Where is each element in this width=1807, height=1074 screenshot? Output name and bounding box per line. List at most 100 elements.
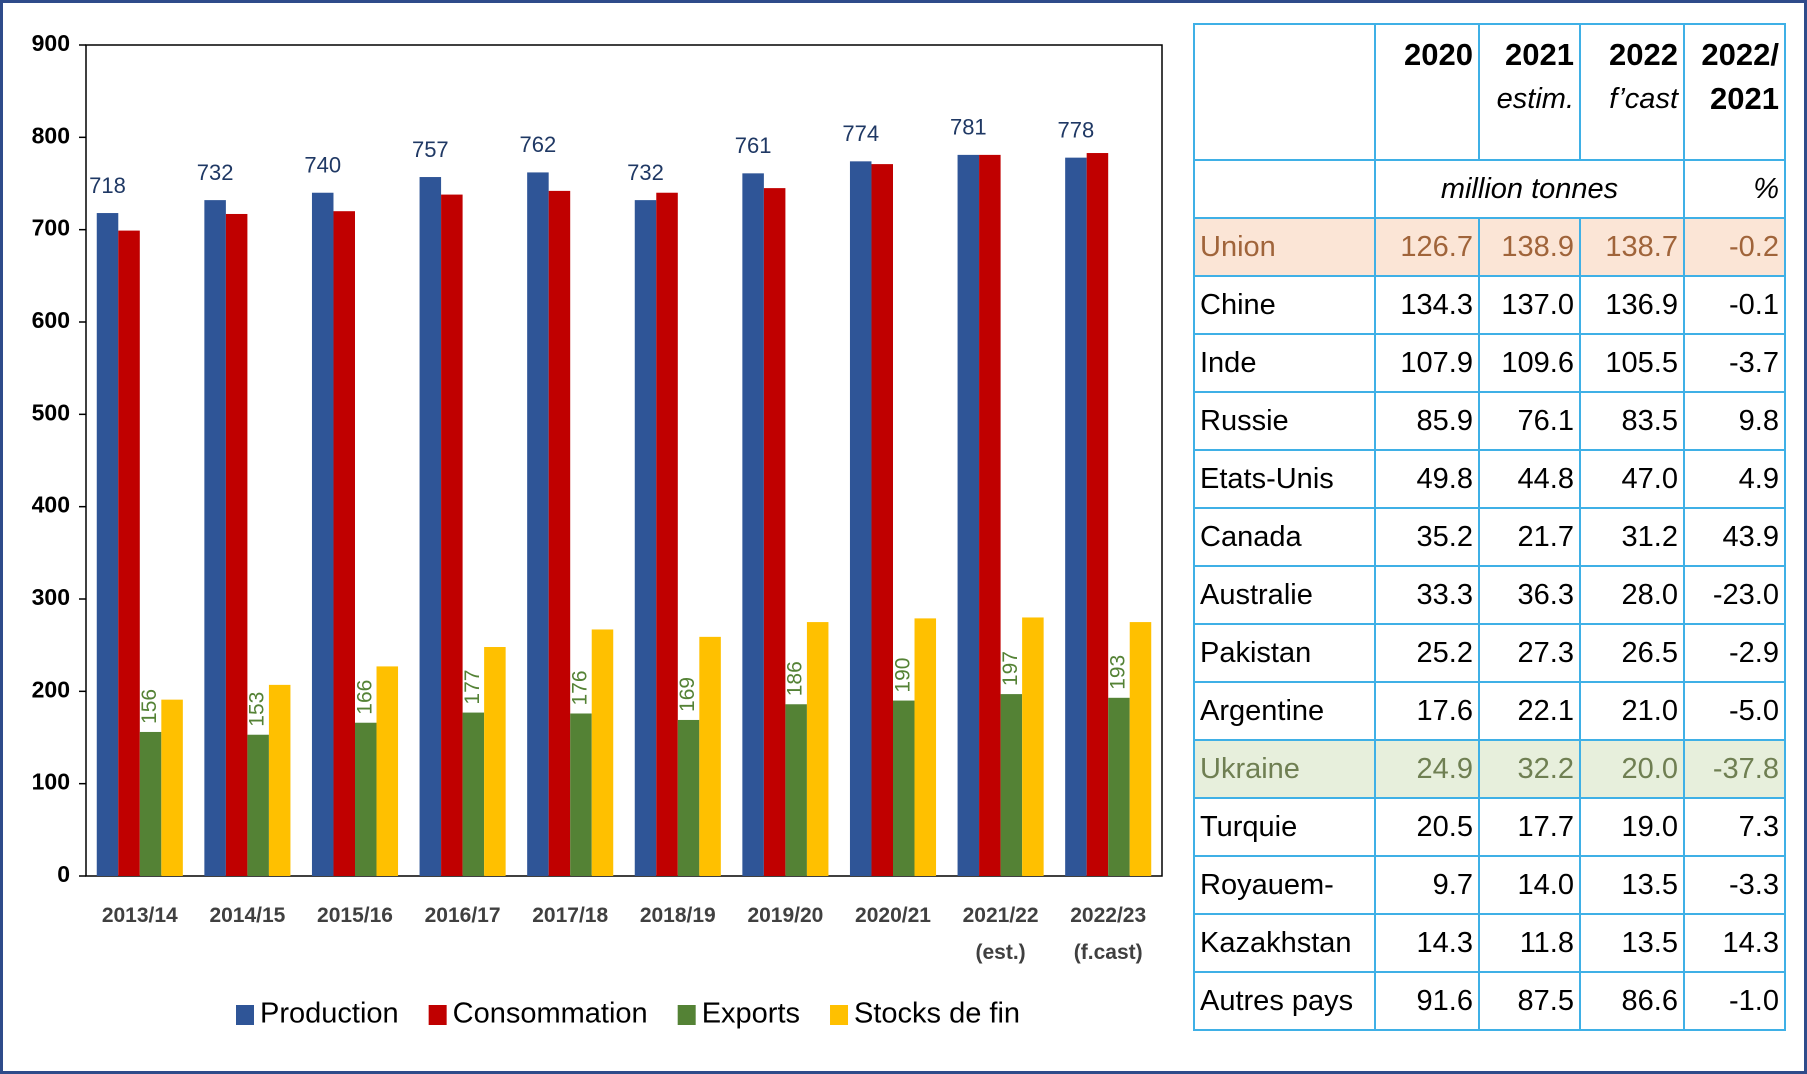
bar — [1108, 697, 1130, 876]
bar — [699, 636, 721, 876]
bar — [979, 154, 1001, 877]
value-cell: 17.7 — [1478, 797, 1581, 857]
value-cell: 86.6 — [1579, 971, 1685, 1031]
data-label: 166 — [353, 680, 376, 715]
table-row: Autres pays 91.6 87.5 86.6 -1.0 — [1193, 971, 1786, 1031]
bar — [333, 211, 355, 876]
country-cell: Ukraine — [1193, 739, 1376, 799]
data-label: 778 — [1058, 117, 1095, 142]
bar — [548, 190, 571, 877]
country-cell: Russie — [1193, 391, 1376, 451]
data-label: 177 — [461, 670, 484, 705]
x-tick-label: 2017/18 — [532, 904, 608, 927]
value-cell: 76.1 — [1478, 391, 1581, 451]
bar — [419, 177, 442, 876]
value-cell: 14.0 — [1478, 855, 1581, 915]
header-row: 2020 2021 estim. 2022 f’cast 2022/2021 — [1193, 23, 1786, 161]
value-cell: -2.9 — [1683, 623, 1786, 683]
bar — [204, 200, 226, 876]
data-label: 732 — [627, 160, 664, 185]
table-row: Turquie 20.5 17.7 19.0 7.3 — [1193, 797, 1786, 857]
y-tick-label: 400 — [32, 492, 70, 518]
header-cell: 2022/2021 — [1683, 23, 1786, 161]
table-row: Inde 107.9 109.6 105.5 -3.7 — [1193, 333, 1786, 393]
table-row: Royauem- 9.7 14.0 13.5 -3.3 — [1193, 855, 1786, 915]
value-cell: 87.5 — [1478, 971, 1581, 1031]
table-row: Argentine 17.6 22.1 21.0 -5.0 — [1193, 681, 1786, 741]
header-text: f’cast — [1609, 83, 1678, 115]
units-cell: million tonnes — [1374, 159, 1685, 219]
data-label: 718 — [89, 173, 126, 198]
bar — [1086, 153, 1109, 876]
value-cell: 20.5 — [1374, 797, 1480, 857]
country-cell: Pakistan — [1193, 623, 1376, 683]
data-label: 762 — [520, 132, 557, 157]
value-cell: 43.9 — [1683, 507, 1786, 567]
table-row: Chine 134.3 137.0 136.9 -0.1 — [1193, 275, 1786, 335]
value-cell: 138.9 — [1478, 217, 1581, 277]
data-label: 732 — [197, 160, 234, 185]
data-label: 176 — [569, 670, 592, 705]
bar — [441, 194, 463, 876]
bar — [1022, 617, 1044, 876]
table-row: Pakistan 25.2 27.3 26.5 -2.9 — [1193, 623, 1786, 683]
value-cell: 9.7 — [1374, 855, 1480, 915]
value-cell: 109.6 — [1478, 333, 1581, 393]
value-cell: 32.2 — [1478, 739, 1581, 799]
bar — [677, 719, 700, 876]
data-label: 757 — [412, 137, 449, 162]
data-label: 193 — [1107, 655, 1130, 690]
value-cell: 20.0 — [1579, 739, 1685, 799]
bar — [225, 213, 248, 877]
value-cell: 33.3 — [1374, 565, 1480, 625]
value-cell: 47.0 — [1579, 449, 1685, 509]
table-row: Russie 85.9 76.1 83.5 9.8 — [1193, 391, 1786, 451]
header-cell: 2020 — [1374, 23, 1480, 161]
y-tick-label: 100 — [32, 769, 70, 795]
data-label: 186 — [784, 661, 807, 696]
value-cell: -0.2 — [1683, 217, 1786, 277]
bar — [462, 712, 485, 876]
header-cell: 2021 estim. — [1478, 23, 1581, 161]
value-cell: 36.3 — [1478, 565, 1581, 625]
x-tick-label: 2018/19 — [640, 904, 716, 927]
bar — [742, 173, 764, 877]
bar — [1065, 157, 1087, 876]
table-row: Etats-Unis 49.8 44.8 47.0 4.9 — [1193, 449, 1786, 509]
value-cell: -37.8 — [1683, 739, 1786, 799]
value-cell: -0.1 — [1683, 275, 1786, 335]
y-tick-label: 200 — [32, 676, 70, 702]
bar — [656, 192, 678, 876]
bar — [527, 172, 549, 877]
x-tick-label: 2019/20 — [747, 904, 823, 927]
data-label: 761 — [735, 133, 772, 158]
table-row: Australie 33.3 36.3 28.0 -23.0 — [1193, 565, 1786, 625]
country-cell: Canada — [1193, 507, 1376, 567]
value-cell: 44.8 — [1478, 449, 1581, 509]
value-cell: -3.3 — [1683, 855, 1786, 915]
value-cell: 17.6 — [1374, 681, 1480, 741]
bar — [376, 666, 399, 876]
value-cell: -3.7 — [1683, 333, 1786, 393]
value-cell: 26.5 — [1579, 623, 1685, 683]
header-text: 2022/ — [1701, 37, 1779, 72]
value-cell: 28.0 — [1579, 565, 1685, 625]
value-cell: 134.3 — [1374, 275, 1480, 335]
x-tick-label: 2022/23 (f.cast) — [1070, 904, 1146, 964]
value-cell: 14.3 — [1374, 913, 1480, 973]
value-cell: 25.2 — [1374, 623, 1480, 683]
x-tick-label: 2014/15 — [209, 904, 285, 927]
units-row: million tonnes% — [1193, 159, 1786, 219]
value-cell: 13.5 — [1579, 913, 1685, 973]
bar — [785, 704, 807, 876]
header-cell: 2022 f’cast — [1579, 23, 1685, 161]
value-cell: 9.8 — [1683, 391, 1786, 451]
data-label: 190 — [891, 658, 914, 693]
value-cell: -5.0 — [1683, 681, 1786, 741]
bar — [311, 192, 334, 876]
legend-swatch — [236, 1005, 254, 1025]
value-cell: 21.0 — [1579, 681, 1685, 741]
legend-label: Consommation — [453, 998, 648, 1030]
bar — [96, 213, 119, 877]
